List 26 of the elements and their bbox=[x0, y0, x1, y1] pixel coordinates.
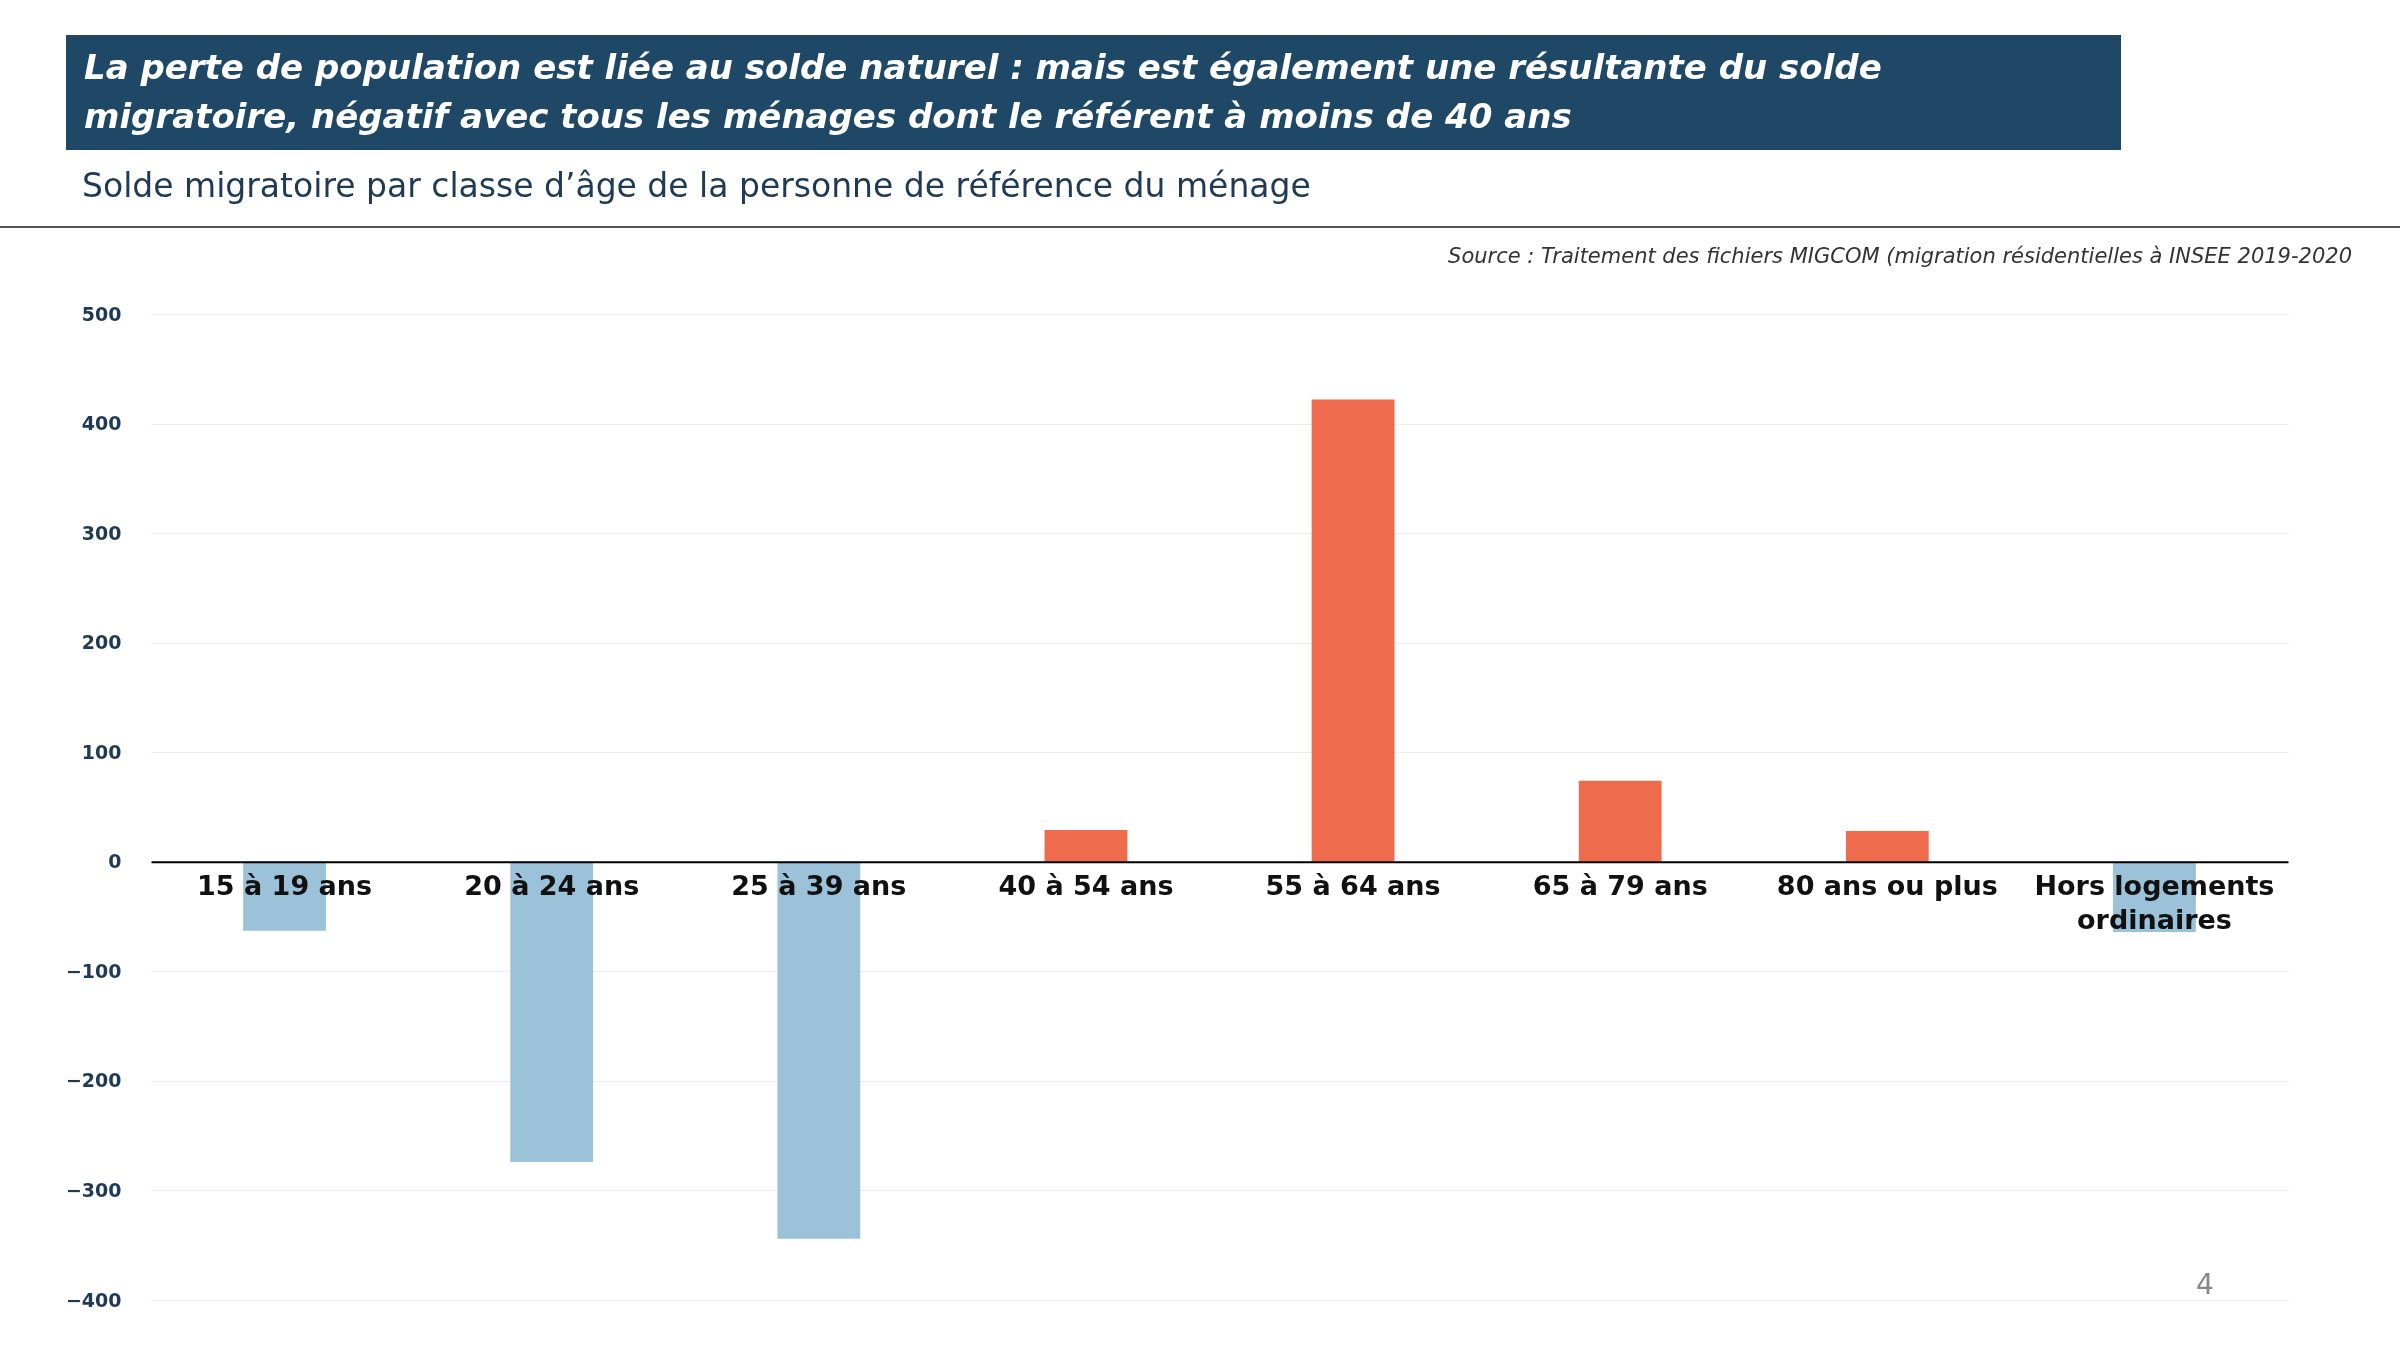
x-tick-label: Hors logements ordinaires bbox=[2034, 870, 2275, 936]
x-tick-label: 80 ans ou plus bbox=[1776, 870, 1998, 902]
y-tick-label: 100 bbox=[81, 740, 122, 763]
annotation: 4 bbox=[2196, 1268, 2214, 1301]
y-tick-label: 500 bbox=[81, 302, 122, 325]
x-tick-label: 55 à 64 ans bbox=[1265, 870, 1441, 902]
y-tick-label: −200 bbox=[65, 1069, 122, 1092]
x-tick-label: 65 à 79 ans bbox=[1532, 870, 1708, 902]
bar bbox=[1311, 399, 1395, 862]
y-tick-label: 0 bbox=[108, 850, 122, 873]
chart-subtitle: Solde migratoire par classe d’âge de la personne de référence du ménage bbox=[82, 166, 1311, 205]
source-note: Source : Traitement des fichiers MIGCOM (migration résidentielles à INSEE 2019-2020 bbox=[1448, 244, 2352, 268]
y-tick-label: 300 bbox=[81, 521, 122, 544]
x-tick-label: 25 à 39 ans bbox=[731, 870, 907, 902]
bar bbox=[1044, 830, 1128, 862]
x-tick-label: 15 à 19 ans bbox=[197, 870, 373, 902]
y-tick-label: 200 bbox=[81, 631, 122, 654]
y-tick-label: 400 bbox=[81, 412, 122, 435]
x-tick-label: 20 à 24 ans bbox=[464, 870, 640, 902]
bar bbox=[1845, 831, 1929, 862]
x-tick-label: 40 à 54 ans bbox=[998, 870, 1174, 902]
bar bbox=[1578, 780, 1662, 862]
y-tick-label: −300 bbox=[65, 1178, 122, 1201]
chart-title: La perte de population est liée au solde naturel : mais est également une résultante du solde migratoire, négatif avec tous les ménages dont le référent à moins de 40 ans bbox=[66, 35, 2121, 150]
y-tick-label: −100 bbox=[65, 959, 122, 982]
y-tick-label: −400 bbox=[65, 1288, 122, 1311]
